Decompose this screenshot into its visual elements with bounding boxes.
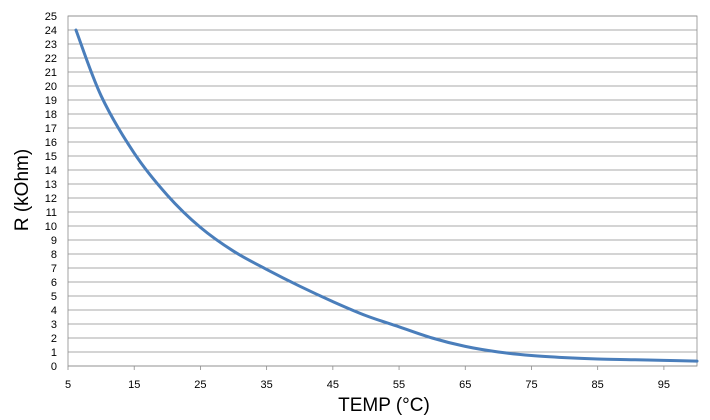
y-tick-label: 10 xyxy=(45,221,57,233)
x-tick-label: 95 xyxy=(658,379,670,391)
y-tick-label: 13 xyxy=(45,179,57,191)
gridlines xyxy=(67,15,697,370)
y-tick-label: 21 xyxy=(45,67,57,79)
y-tick-label: 2 xyxy=(51,333,57,345)
x-axis-title: TEMP (°C) xyxy=(338,395,430,416)
y-tick-label: 23 xyxy=(45,39,57,51)
x-tick-label: 5 xyxy=(65,379,71,391)
x-tick-label: 15 xyxy=(128,379,140,391)
y-tick-label: 14 xyxy=(45,165,57,177)
x-tick-label: 45 xyxy=(327,379,339,391)
x-tick-label: 85 xyxy=(592,379,604,391)
y-tick-label: 17 xyxy=(45,123,57,135)
y-tick-label: 4 xyxy=(51,305,57,317)
y-tick-label: 20 xyxy=(45,81,57,93)
series-layer xyxy=(74,28,699,363)
plot-area xyxy=(67,15,698,367)
y-axis-title: R (kOhm) xyxy=(12,149,33,231)
y-tick-label: 7 xyxy=(51,263,57,275)
x-tick-label: 75 xyxy=(525,379,537,391)
y-tick-label: 16 xyxy=(45,137,57,149)
x-tick-label: 65 xyxy=(459,379,471,391)
y-tick-label: 25 xyxy=(45,11,57,23)
y-tick-label: 18 xyxy=(45,109,57,121)
y-tick-label: 11 xyxy=(46,207,57,219)
y-tick-label: 15 xyxy=(45,151,57,163)
y-tick-label: 0 xyxy=(51,361,57,373)
x-tick-label: 55 xyxy=(393,379,405,391)
y-tick-label: 1 xyxy=(51,347,57,359)
y-tick-label: 8 xyxy=(51,249,57,261)
y-tick-label: 22 xyxy=(45,53,57,65)
y-tick-label: 24 xyxy=(45,25,57,37)
y-tick-label: 9 xyxy=(51,235,57,247)
y-tick-label: 5 xyxy=(51,291,57,303)
x-tick-labels: 5 15 25 35 45 55 65 75 85 95 xyxy=(65,379,670,391)
y-tick-label: 3 xyxy=(51,319,57,331)
plot-border xyxy=(67,15,698,367)
y-tick-label: 6 xyxy=(51,277,57,289)
x-tick-label: 25 xyxy=(194,379,206,391)
resistance-curve xyxy=(74,28,699,363)
y-tick-label: 19 xyxy=(45,95,57,107)
x-tick-label: 35 xyxy=(261,379,273,391)
y-tick-label: 12 xyxy=(45,193,57,205)
y-tick-labels: 0123456789101112131415161718192021222324… xyxy=(45,11,57,373)
